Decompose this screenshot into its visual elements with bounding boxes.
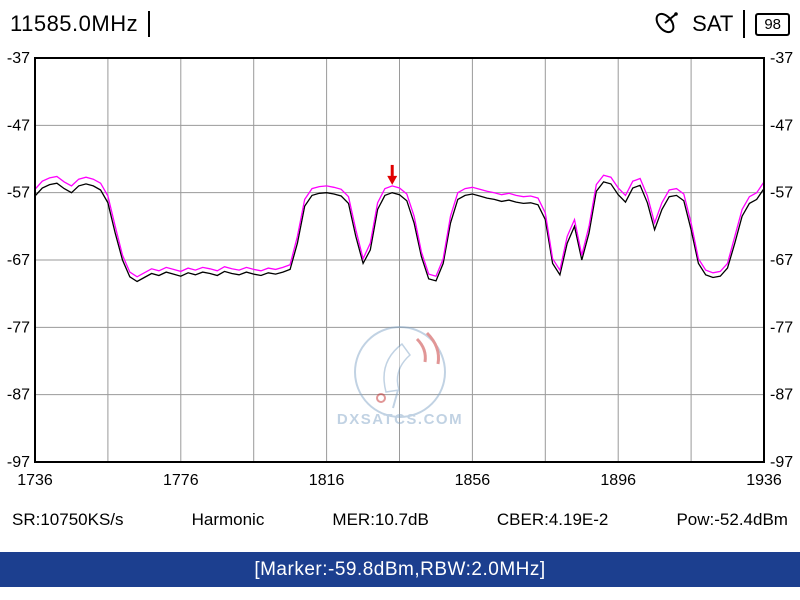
x-tick: 1776 xyxy=(163,472,199,489)
watermark-logo: DXSATCS.COM xyxy=(337,326,463,428)
marker-arrow xyxy=(387,164,398,185)
max-hold-trace xyxy=(34,174,765,278)
grid-lines xyxy=(34,57,765,463)
satellite-dish-icon xyxy=(652,7,682,42)
top-bar: 11585.0MHz SAT 98 xyxy=(0,0,800,42)
y-tick-right: -57 xyxy=(770,185,793,202)
text-cursor xyxy=(148,11,151,37)
x-tick: 1736 xyxy=(17,472,53,489)
x-tick: 1856 xyxy=(455,472,491,489)
status-power: Pow:-52.4dBm xyxy=(676,510,788,529)
x-tick: 1936 xyxy=(746,472,782,489)
x-tick: 1896 xyxy=(600,472,636,489)
frequency-readout: 11585.0MHz xyxy=(10,11,139,36)
x-tick: 1816 xyxy=(309,472,345,489)
marker-info-bar: [Marker:-59.8dBm,RBW:2.0MHz] xyxy=(0,552,800,587)
live-trace xyxy=(34,181,765,283)
status-cber: CBER:4.19E-2 xyxy=(496,510,609,529)
y-tick-left: -47 xyxy=(7,117,30,134)
axis-labels: -37 -37 -47 -47 -57 -57 -67 -67 -77 -77 -87 -87 -97 -… xyxy=(7,50,793,489)
plot-border xyxy=(34,57,765,463)
spectrum-chart: DXSATCS.COM -37 -37 -47 -47 -57 -57 -67 -67 -77 -7… xyxy=(7,50,793,489)
y-tick-left: -57 xyxy=(7,185,30,202)
battery-level-box: 98 xyxy=(755,12,790,36)
y-tick-right: -97 xyxy=(770,454,793,471)
y-tick-right: -37 xyxy=(770,50,793,67)
y-tick-left: -77 xyxy=(7,319,30,336)
y-tick-left: -97 xyxy=(7,454,30,471)
y-tick-left: -37 xyxy=(7,50,30,67)
status-symbol-rate: SR:10750KS/s xyxy=(12,510,124,529)
status-mode: Harmonic xyxy=(191,510,265,529)
y-tick-left: -67 xyxy=(7,252,30,269)
y-tick-right: -67 xyxy=(770,252,793,269)
y-tick-right: -87 xyxy=(770,387,793,404)
sat-mode-label: SAT xyxy=(692,11,734,36)
marker-info-text: [Marker:-59.8dBm,RBW:2.0MHz] xyxy=(254,558,546,580)
y-tick-left: -87 xyxy=(7,387,30,404)
status-mer: MER:10.7dB xyxy=(332,510,429,529)
top-bar-right: SAT 98 xyxy=(652,7,790,42)
status-row: SR:10750KS/s Harmonic MER:10.7dB CBER:4.… xyxy=(0,503,800,537)
watermark-text: DXSATCS.COM xyxy=(337,411,463,428)
y-tick-right: -47 xyxy=(770,117,793,134)
y-tick-right: -77 xyxy=(770,319,793,336)
topbar-divider xyxy=(743,10,746,38)
